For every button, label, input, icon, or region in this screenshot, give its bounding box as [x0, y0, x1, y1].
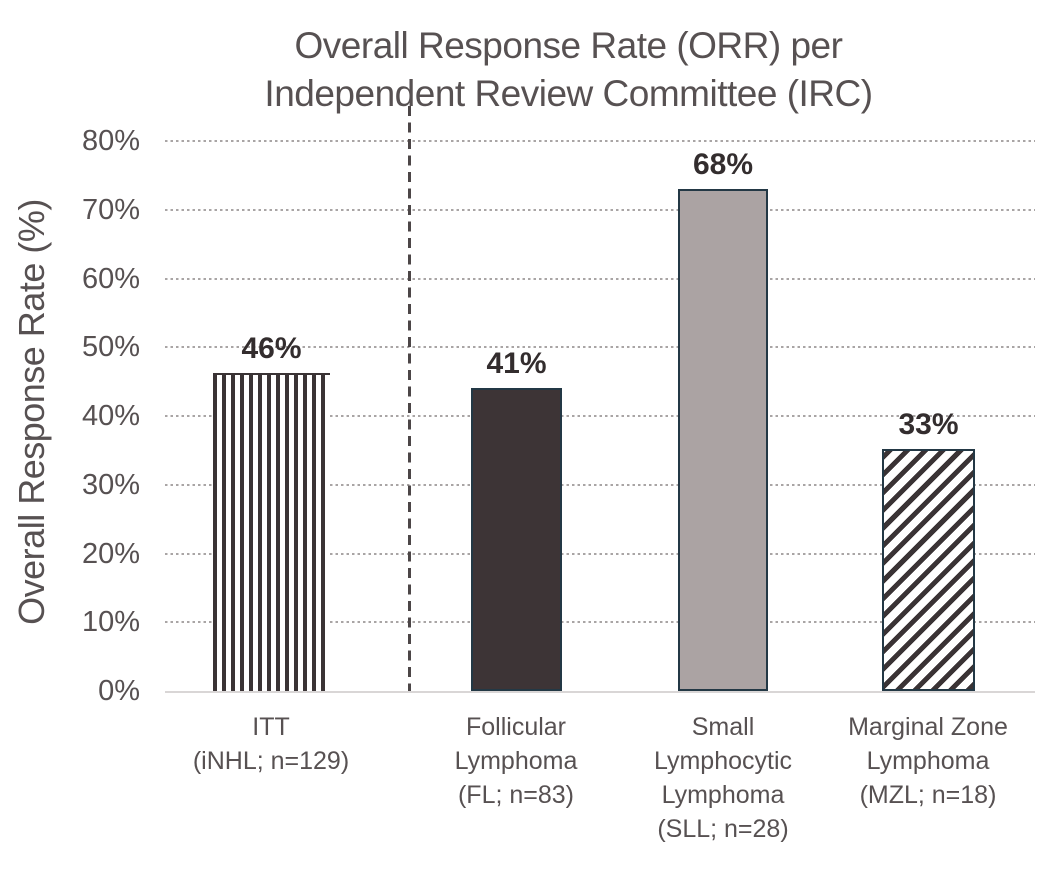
gridline-40	[165, 415, 1035, 417]
bar-marginal: 33%	[882, 408, 975, 691]
bar-value-label: 41%	[486, 347, 547, 380]
gridline-30	[165, 483, 1035, 486]
category-label-marginal: Marginal Zone Lymphoma (MZL; n=18)	[798, 710, 1058, 812]
y-tick-label-0pct: 0%	[98, 675, 140, 707]
category-label-line: ITT	[252, 713, 290, 741]
category-label-line: Lymphoma	[661, 781, 785, 809]
bar-follicular: 41%	[471, 347, 562, 691]
category-label-line: (iNHL; n=129)	[192, 747, 350, 775]
y-tick-label-80pct: 80%	[81, 125, 140, 157]
itt-separator-dashed-line	[408, 106, 411, 691]
gridline-10	[165, 621, 1035, 624]
plot-area: 46% 41% 68% 33%	[165, 140, 1035, 693]
y-tick-label-70pct: 70%	[81, 193, 140, 226]
gridline-50	[165, 346, 1035, 349]
bar-small: 68%	[678, 148, 768, 691]
y-tick-label-60pct: 60%	[81, 262, 140, 295]
category-label-line: Lymphoma	[454, 747, 578, 775]
chart-title: Overall Response Rate (ORR) per Independ…	[78, 22, 1059, 118]
bar-value-label: 68%	[692, 148, 754, 181]
gridline-60	[165, 277, 1035, 280]
bar-value-label: 46%	[241, 332, 302, 365]
category-label-line: Follicular	[465, 713, 567, 741]
category-label-line: Lymphoma	[866, 747, 990, 775]
category-label-follicular: Follicular Lymphoma (FL; n=83)	[386, 710, 646, 812]
category-label-line: (MZL; n=18)	[859, 781, 997, 809]
y-tick-label-40pct: 40%	[81, 400, 140, 432]
category-label-line: Small	[691, 713, 755, 741]
chart-title-line1: Overall Response Rate (ORR) per	[294, 25, 843, 66]
bar-value-label: 33%	[898, 408, 959, 441]
category-label-line: Marginal Zone	[848, 713, 1008, 741]
category-label-line: (SLL; n=28)	[657, 815, 789, 843]
gridline-80	[165, 140, 1035, 142]
gridline-20	[165, 552, 1035, 555]
category-label-line: (FL; n=83)	[457, 781, 575, 809]
y-tick-label-30pct: 30%	[81, 468, 140, 501]
chart-title-line2: Independent Review Committee (IRC)	[264, 73, 873, 114]
gridline-70	[165, 208, 1035, 211]
bar-itt: 46%	[213, 332, 330, 691]
category-label-small: Small Lymphocytic Lymphoma (SLL; n=28)	[593, 710, 853, 846]
y-tick-label-20pct: 20%	[81, 537, 140, 570]
category-label-line: Lymphocytic	[653, 747, 792, 775]
category-label-itt: ITT (iNHL; n=129)	[141, 710, 401, 778]
y-tick-label-50pct: 50%	[81, 331, 140, 364]
y-tick-label-10pct: 10%	[81, 606, 140, 639]
